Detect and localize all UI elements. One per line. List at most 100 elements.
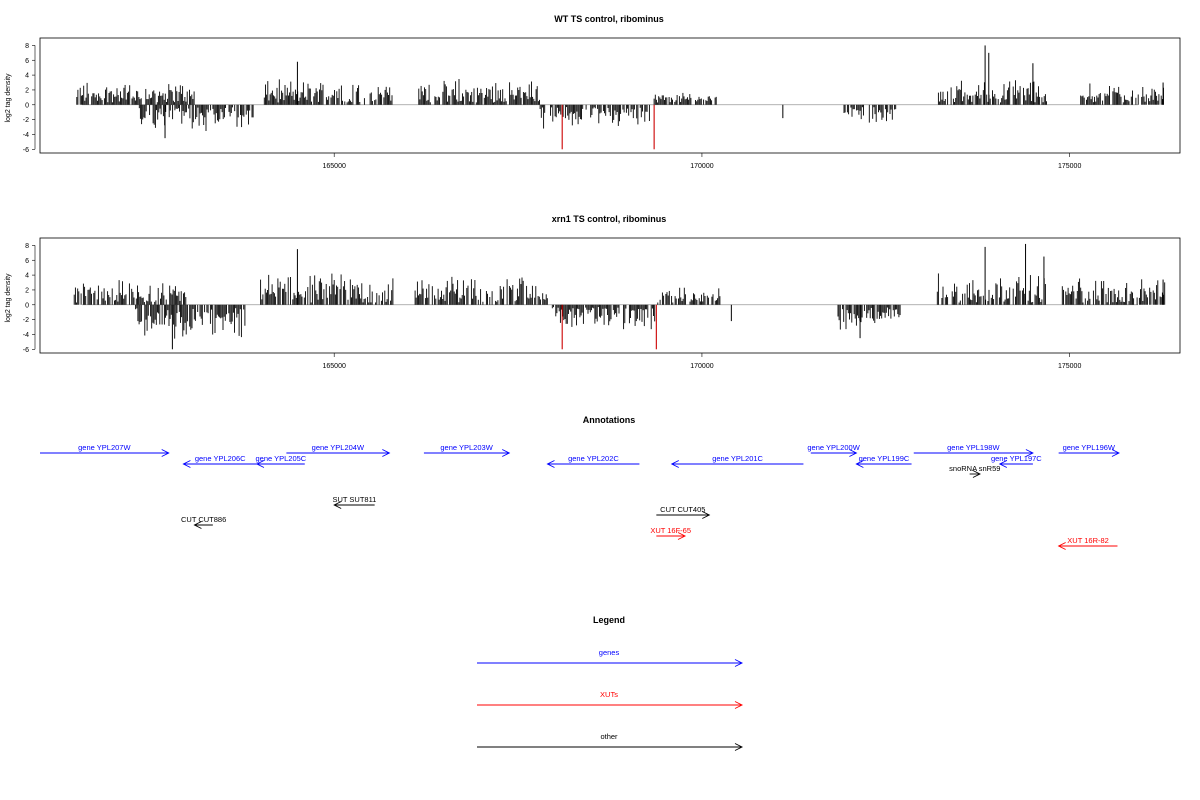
wt-y-tick-label: -4 — [23, 132, 29, 139]
xrn1-y-tick-label: 4 — [25, 273, 29, 280]
annotation-arrow-head — [546, 460, 555, 468]
legend-label: other — [600, 732, 618, 741]
annotation-label: XUT 16R-82 — [1067, 536, 1109, 545]
wt-plot-frame — [39, 37, 1181, 154]
wt-y-tick-label: 6 — [25, 58, 29, 65]
annotation-arrow-head — [677, 532, 687, 540]
xrn1-y-tick-label: -2 — [23, 317, 29, 324]
annotation-feature: XUT 16F-65 — [650, 526, 691, 540]
legend-arrow-head — [734, 701, 744, 709]
wt-x-tick-label: 165000 — [323, 163, 346, 170]
annotation-feature: gene YPL201C — [670, 454, 804, 468]
wt-y-axis-label: log2 tag density — [5, 73, 12, 123]
annotation-arrow-head — [855, 460, 864, 468]
legend-item: XUTs — [477, 690, 744, 709]
xrn1-y-tick-label: 8 — [25, 243, 29, 250]
annotation-label: CUT CUT886 — [181, 515, 226, 524]
legend-arrow-head — [734, 743, 744, 751]
annotation-feature: CUT CUT886 — [181, 515, 226, 529]
wt-y-tick-label: 0 — [25, 102, 29, 109]
legend: genes XUTs other — [477, 648, 744, 751]
annotation-feature: gene YPL198W — [913, 443, 1034, 457]
legend-label: genes — [599, 648, 620, 657]
wt-y-tick-label: 4 — [25, 73, 29, 80]
annotation-arrow-head — [998, 460, 1008, 468]
annotation-arrow-head — [193, 521, 202, 529]
annotation-label: snoRNA snR59 — [949, 464, 1000, 473]
xrn1-y-tick-label: 6 — [25, 258, 29, 265]
annotation-arrow-head — [333, 501, 342, 509]
xrn1-plot-frame — [39, 237, 1181, 354]
xrn1-x-tick-label: 165000 — [323, 363, 346, 370]
annotation-feature: gene YPL197C — [991, 454, 1042, 468]
annotation-feature: gene YPL205C — [255, 454, 307, 468]
annotation-label: gene YPL203W — [440, 443, 493, 452]
annotation-arrow-head — [1025, 449, 1034, 457]
xrn1-bars — [73, 243, 1166, 350]
xrn1-y-tick-label: 0 — [25, 302, 29, 309]
legend-item: genes — [477, 648, 744, 667]
wt-x-axis: 165000 170000 175000 — [323, 153, 1081, 170]
annotation-arrow-head — [382, 449, 391, 457]
annotation-feature: gene YPL206C — [182, 454, 257, 468]
annotation-features: gene YPL207W gene YPL206C gene YPL205C gene… — [40, 443, 1120, 550]
legend-item: other — [477, 732, 744, 751]
annotation-label: CUT CUT405 — [660, 505, 705, 514]
xrn1-y-axis-label: log2 tag density — [5, 273, 12, 323]
wt-y-tick-label: -2 — [23, 117, 29, 124]
wt-bars — [76, 45, 1164, 150]
annotation-arrow-head — [849, 449, 858, 457]
wt-track-panel: WT TS control, ribominus log2 tag densit… — [5, 14, 1181, 170]
legend-arrow-head — [734, 659, 744, 667]
annotation-arrow-head — [182, 460, 191, 468]
annotation-label: gene YPL200W — [807, 443, 860, 452]
wt-y-tick-label: 2 — [25, 87, 29, 94]
wt-y-tick-label: -6 — [23, 147, 29, 154]
xrn1-track-panel: xrn1 TS control, ribominus log2 tag dens… — [5, 214, 1181, 370]
xrn1-y-tick-label: -6 — [23, 347, 29, 354]
xrn1-track-title: xrn1 TS control, ribominus — [552, 214, 667, 224]
annotation-label: gene YPL199C — [859, 454, 910, 463]
wt-y-axis: 8 6 4 2 0 -2 -4 -6 — [23, 43, 36, 154]
annotation-label: gene YPL202C — [568, 454, 619, 463]
legend-title: Legend — [593, 615, 625, 625]
wt-track-title: WT TS control, ribominus — [554, 14, 664, 24]
annotation-feature: gene YPL202C — [546, 454, 640, 468]
annotation-label: SUT SUT811 — [332, 495, 376, 504]
wt-y-tick-label: 8 — [25, 43, 29, 50]
annotation-feature: CUT CUT405 — [656, 505, 711, 519]
annotation-feature: gene YPL200W — [807, 443, 861, 457]
annotation-feature: snoRNA snR59 — [949, 464, 1000, 478]
annotation-arrow-head — [502, 449, 511, 457]
annotation-label: gene YPL198W — [947, 443, 1000, 452]
annotation-arrow-head — [670, 460, 679, 468]
annotation-label: gene YPL206C — [195, 454, 246, 463]
annotation-arrow-head — [1111, 449, 1120, 457]
annotation-label: gene YPL197C — [991, 454, 1042, 463]
annotation-label: XUT 16F-65 — [650, 526, 691, 535]
xrn1-x-tick-label: 175000 — [1058, 363, 1081, 370]
annotation-arrow-head — [161, 449, 170, 457]
xrn1-y-axis: 8 6 4 2 0 -2 -4 -6 — [23, 243, 36, 354]
annotation-arrow-head — [1057, 542, 1066, 550]
annotation-feature: gene YPL196W — [1058, 443, 1120, 457]
wt-x-tick-label: 175000 — [1058, 163, 1081, 170]
annotations-title: Annotations — [583, 415, 636, 425]
annotation-feature: gene YPL199C — [855, 454, 912, 468]
annotation-label: gene YPL196W — [1063, 443, 1116, 452]
annotation-feature: SUT SUT811 — [332, 495, 376, 509]
annotation-feature: XUT 16R-82 — [1057, 536, 1118, 550]
legend-label: XUTs — [600, 690, 618, 699]
annotation-label: gene YPL205C — [255, 454, 306, 463]
annotation-label: gene YPL207W — [78, 443, 131, 452]
xrn1-y-tick-label: -4 — [23, 332, 29, 339]
annotation-label: gene YPL204W — [312, 443, 365, 452]
xrn1-x-axis: 165000 170000 175000 — [323, 353, 1081, 370]
annotation-feature: gene YPL204W — [286, 443, 391, 457]
annotation-label: gene YPL201C — [712, 454, 763, 463]
wt-x-tick-label: 170000 — [690, 163, 713, 170]
annotation-feature: gene YPL203W — [423, 443, 511, 457]
annotation-feature: gene YPL207W — [40, 443, 170, 457]
annotation-arrow-head — [972, 470, 981, 478]
